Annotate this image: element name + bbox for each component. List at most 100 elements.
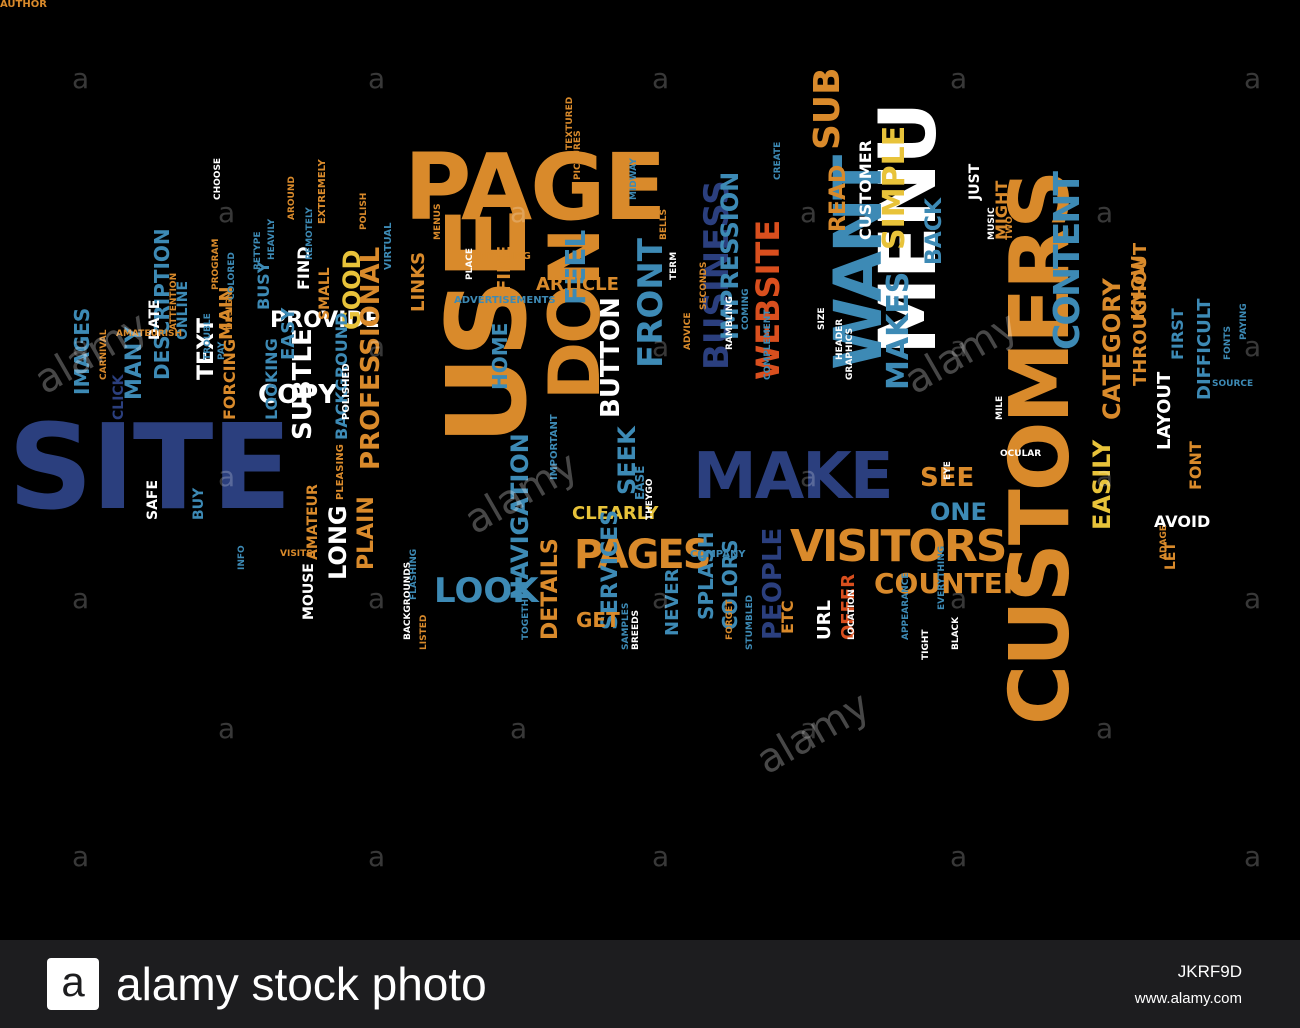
cloud-word: MOUSE (301, 563, 317, 620)
cloud-word: CLICK (111, 374, 127, 420)
watermark-letter: a (652, 582, 670, 615)
watermark-letter: a (218, 712, 236, 745)
cloud-word: MUSIC (987, 207, 997, 240)
cloud-word: SPLASH (694, 531, 718, 620)
cloud-word: FORGET (725, 599, 735, 640)
cloud-word: TIGHT (921, 629, 931, 660)
cloud-word: PAGES (574, 532, 712, 578)
cloud-word: SAFE (145, 479, 161, 520)
watermark-letter: a (950, 582, 968, 615)
cloud-word: USE (423, 207, 551, 445)
cloud-word: EYE (943, 461, 953, 480)
cloud-word: COMING (741, 288, 751, 330)
cloud-word: ADVICE (683, 312, 693, 350)
watermark-letter: a (800, 712, 818, 745)
cloud-word: READ (826, 164, 851, 232)
cloud-word: SMALL (317, 267, 333, 320)
cloud-word: CREATE (773, 141, 783, 180)
cloud-word: CLEARLY (572, 503, 659, 524)
cloud-word: HOME (488, 322, 512, 390)
watermark-letter: a (368, 582, 386, 615)
cloud-word: TERM (669, 251, 679, 280)
watermark-letter: a (800, 196, 818, 229)
watermark-letter: a (1096, 712, 1114, 745)
cloud-word: VIRTUAL (383, 222, 394, 270)
cloud-word: BREEDS (631, 609, 641, 650)
cloud-word: LOOKING (262, 338, 281, 420)
watermark-letter: a (510, 196, 528, 229)
watermark-letter: a (652, 62, 670, 95)
cloud-word: JUST (967, 163, 983, 200)
watermark-letter: a (218, 196, 236, 229)
watermark-letter: a (368, 62, 386, 95)
cloud-word: RAMBLING (725, 296, 735, 350)
cloud-word: VISITORS (790, 521, 1007, 572)
cloud-word: AMATEURISH (116, 329, 183, 339)
cloud-word: RETYPE (253, 231, 263, 270)
cloud-word: PROGRAM (211, 238, 221, 290)
watermark-letter: a (72, 582, 90, 615)
cloud-word: HEAVILY (267, 218, 277, 260)
cloud-word: SITE (8, 398, 292, 536)
cloud-word: MIDWAY (629, 158, 639, 200)
cloud-word: LAYOUT (1154, 371, 1175, 450)
word-cloud: SITE PAGE USE CUSTOMERS MENU MAKE WANT DON VISIT… (0, 0, 1262, 873)
watermark-letter: a (1096, 196, 1114, 229)
cloud-word: PLACE (465, 247, 475, 280)
cloud-word: BACK (922, 198, 947, 265)
cloud-word: REMOTELY (305, 207, 315, 260)
watermark-letter: a (652, 840, 670, 873)
cloud-word: EXTREMELY (317, 159, 328, 224)
cloud-word: ONE (930, 498, 987, 526)
cloud-word: LISTED (419, 614, 429, 650)
cloud-word: GET (576, 608, 620, 632)
cloud-word: BUY (191, 487, 207, 520)
watermark-letter: a (510, 712, 528, 745)
cloud-word: THROUGHOUT (1130, 242, 1151, 386)
cloud-word: TEXTURED (565, 96, 575, 150)
cloud-word: PLAIN (354, 496, 379, 570)
watermark-letter: a (950, 840, 968, 873)
cloud-word: COMPLEMENT (763, 309, 773, 380)
cloud-word: SOURCE (1212, 379, 1254, 389)
cloud-word: LOCATION (847, 589, 857, 640)
cloud-word: VISITS (280, 549, 313, 559)
cloud-word: PLEASING (335, 444, 346, 500)
watermark-letter: a (800, 460, 818, 493)
cloud-word: ADAGE (1159, 525, 1169, 560)
cloud-word: APPEARANCE (901, 572, 911, 640)
cloud-word: TROUBLE (203, 313, 213, 360)
watermark-letter: a (1244, 582, 1262, 615)
cloud-word: HEADER (835, 318, 845, 360)
cloud-word: DETAILS (538, 538, 563, 640)
cloud-word: ADVERTISEMENTS (454, 295, 556, 306)
cloud-word: OCULAR (1000, 449, 1042, 459)
cloud-word: INFO (237, 545, 247, 570)
cloud-word: LONG (324, 505, 352, 580)
brand-text: alamy stock photo (116, 958, 487, 1010)
cloud-word: SUB (807, 67, 848, 150)
watermark-word: alamy (748, 682, 879, 784)
cloud-word: PAGE (404, 134, 667, 241)
cloud-word: PAY (217, 341, 227, 360)
cloud-word: CHOOSE (213, 157, 223, 200)
cloud-word: COMPANY (690, 549, 746, 560)
cloud-word: FLASHING (409, 548, 419, 600)
watermark-letter: a (218, 460, 236, 493)
cloud-word: CONTENT (1047, 173, 1088, 350)
watermark-letter: a (1244, 62, 1262, 95)
watermark-letter: a (1244, 330, 1262, 363)
cloud-word: URL (814, 600, 835, 640)
cloud-word: POLISH (359, 192, 369, 230)
site-url: www.alamy.com (1134, 990, 1242, 1007)
alamy-logo-icon: a (47, 958, 99, 1010)
logo-letter: a (61, 958, 85, 1005)
image-id: JKRF9D (1177, 962, 1242, 981)
cloud-word: SIMPLE (877, 125, 912, 250)
cloud-word: BUTTON (596, 297, 626, 418)
cloud-word: FIRST (1168, 308, 1187, 360)
watermark-letter: a (950, 62, 968, 95)
cloud-word: PICTURES (573, 130, 583, 180)
cloud-word: LOOK (434, 571, 539, 611)
cloud-word: DESIGN (225, 291, 235, 330)
